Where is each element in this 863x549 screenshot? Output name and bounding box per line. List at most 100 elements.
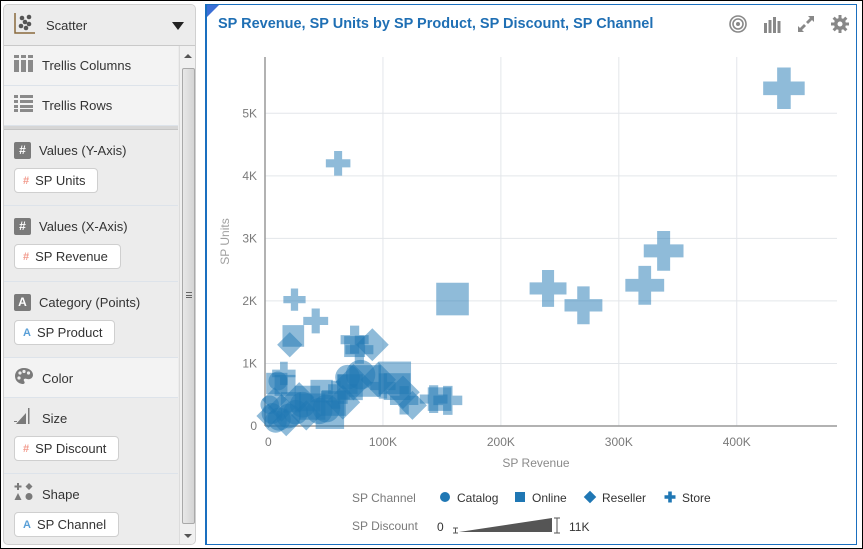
- y-tick-label: 4K: [242, 169, 257, 183]
- section-label: Values (Y-Axis): [39, 142, 127, 158]
- data-point-diamond[interactable]: [397, 390, 427, 420]
- plus-icon: [664, 491, 676, 503]
- gear-icon[interactable]: [830, 14, 850, 34]
- data-point-diamond[interactable]: [262, 387, 287, 413]
- legend-item-store[interactable]: Store: [664, 491, 712, 505]
- chevron-down-icon[interactable]: [172, 22, 184, 30]
- shape-dropzone[interactable]: Shape A SP Channel: [4, 474, 178, 544]
- scatter-chart-icon: [14, 12, 36, 39]
- x-tick-label: 200K: [487, 435, 515, 449]
- panel-scrollbar[interactable]: [179, 46, 195, 544]
- data-point-square[interactable]: [280, 392, 302, 413]
- x-tick-label: 400K: [723, 435, 751, 449]
- data-point-plus[interactable]: [625, 265, 665, 305]
- x-tick-label: 300K: [605, 435, 633, 449]
- selection-corner-icon: [207, 5, 219, 17]
- x-axis-title: SP Revenue: [502, 456, 569, 470]
- data-point-square[interactable]: [436, 282, 469, 316]
- sp-revenue-pill[interactable]: # SP Revenue: [14, 244, 121, 269]
- size-max-icon: [554, 517, 560, 534]
- size-max-label: 11K: [569, 520, 589, 534]
- attribute-icon: A: [14, 293, 31, 311]
- section-label: Values (X-Axis): [39, 218, 128, 234]
- square-icon: [515, 492, 525, 502]
- trellis-columns-icon: [14, 54, 33, 77]
- pill-label: SP Revenue: [35, 249, 108, 264]
- y-axis-title: SP Units: [218, 218, 232, 264]
- data-point-plus[interactable]: [763, 67, 805, 110]
- chart-panel[interactable]: SP Revenue, SP Units by SP Product, SP D…: [205, 4, 857, 545]
- size-dropzone[interactable]: Size # SP Discount: [4, 398, 178, 474]
- number-measure-icon: #: [23, 442, 30, 455]
- scroll-down-icon[interactable]: [184, 534, 192, 538]
- size-ramp: [459, 518, 552, 532]
- legend-label: Online: [532, 491, 567, 505]
- scroll-up-icon[interactable]: [184, 54, 192, 58]
- data-point-plus[interactable]: [643, 231, 684, 271]
- legend-item-online[interactable]: Online: [515, 491, 567, 505]
- shapes-icon: [14, 482, 34, 506]
- circle-icon: [440, 492, 450, 502]
- attribute-column-icon: A: [23, 518, 31, 531]
- grip-icon: [186, 292, 192, 298]
- data-point-plus[interactable]: [325, 151, 351, 176]
- hash-icon: #: [14, 141, 31, 159]
- palette-icon: [14, 367, 34, 390]
- legend-item-catalog[interactable]: Catalog: [440, 491, 498, 505]
- legend-title-shape: SP Channel: [352, 491, 416, 505]
- sp-product-pill[interactable]: A SP Product: [14, 320, 116, 345]
- x-tick-label: 100K: [369, 435, 397, 449]
- size-icon: [14, 407, 34, 430]
- splitter[interactable]: [4, 126, 178, 130]
- x-tick-label: 0: [265, 435, 272, 449]
- data-point-square[interactable]: [427, 387, 452, 411]
- target-icon[interactable]: [728, 14, 748, 34]
- sp-discount-pill[interactable]: # SP Discount: [14, 436, 120, 461]
- data-point-diamond[interactable]: [272, 408, 301, 437]
- data-point-plus[interactable]: [529, 269, 567, 307]
- expand-icon[interactable]: [796, 14, 816, 34]
- data-point-plus[interactable]: [303, 308, 329, 334]
- data-point-square[interactable]: [310, 379, 333, 403]
- viz-type-selector[interactable]: Scatter: [4, 5, 195, 46]
- y-tick-label: 1K: [242, 356, 257, 370]
- legend-title-size: SP Discount: [352, 519, 418, 533]
- legend-label: Catalog: [457, 491, 498, 505]
- values-y-axis-dropzone[interactable]: # Values (Y-Axis) # SP Units: [4, 130, 178, 206]
- color-dropzone[interactable]: Color: [4, 358, 178, 398]
- trellis-rows-dropzone[interactable]: Trellis Rows: [4, 86, 178, 126]
- pill-label: SP Discount: [35, 441, 107, 456]
- values-x-axis-dropzone[interactable]: # Values (X-Axis) # SP Revenue: [4, 206, 178, 282]
- scatter-chart[interactable]: 0 100K 200K 300K 400K 0 1K 2K 3K 4K 5K SP Revenue SP…: [207, 5, 857, 544]
- bar-chart-icon[interactable]: [762, 14, 782, 34]
- number-measure-icon: #: [23, 174, 30, 187]
- data-point-plus[interactable]: [564, 286, 603, 325]
- number-measure-icon: #: [23, 250, 30, 263]
- trellis-columns-dropzone[interactable]: Trellis Columns: [4, 46, 178, 86]
- section-label: Shape: [42, 486, 80, 502]
- pill-label: SP Product: [36, 325, 103, 340]
- sp-units-pill[interactable]: # SP Units: [14, 168, 99, 193]
- section-label: Color: [42, 370, 74, 386]
- data-point-diamond[interactable]: [355, 328, 389, 362]
- attribute-column-icon: A: [23, 326, 31, 339]
- trellis-rows-label: Trellis Rows: [42, 98, 113, 113]
- section-label: Size: [42, 410, 68, 426]
- drop-target-list: Trellis Columns Trellis Rows # Values (Y…: [4, 46, 178, 544]
- legend-label: Reseller: [602, 491, 646, 505]
- pill-label: SP Units: [35, 173, 86, 188]
- size-min-icon: [453, 527, 458, 534]
- data-point-plus[interactable]: [370, 373, 396, 399]
- chart-title: SP Revenue, SP Units by SP Product, SP D…: [218, 16, 654, 32]
- scrollbar-thumb[interactable]: [182, 68, 195, 524]
- y-tick-label: 2K: [242, 294, 257, 308]
- data-point-circle[interactable]: [268, 371, 288, 391]
- data-point-square[interactable]: [344, 336, 366, 358]
- diamond-icon: [583, 490, 597, 504]
- data-point-plus[interactable]: [283, 288, 306, 311]
- legend-label: Store: [682, 491, 711, 505]
- sp-channel-pill[interactable]: A SP Channel: [14, 512, 120, 537]
- legend-item-reseller[interactable]: Reseller: [583, 490, 646, 505]
- section-label: Category (Points): [39, 294, 141, 310]
- category-points-dropzone[interactable]: A Category (Points) A SP Product: [4, 282, 178, 358]
